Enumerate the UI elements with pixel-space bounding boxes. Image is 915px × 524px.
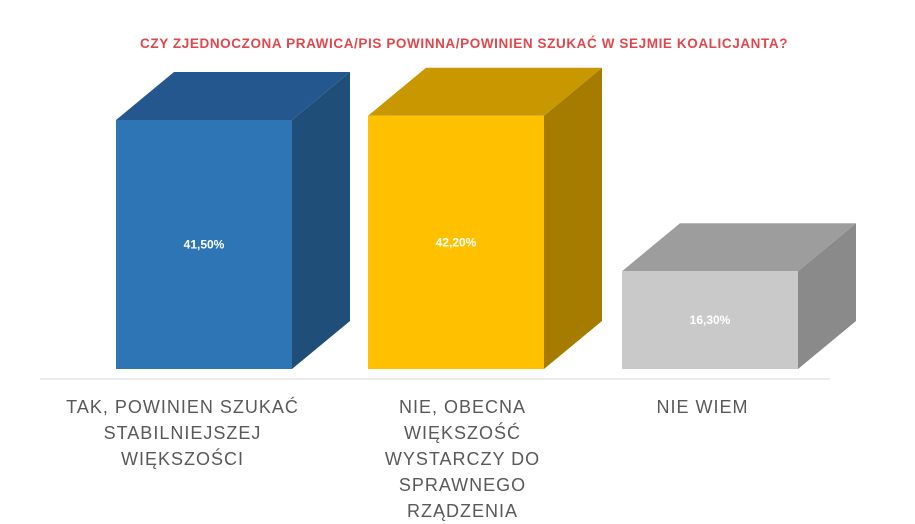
- bar-top-face: [368, 67, 602, 116]
- data-label: 41,50%: [184, 238, 225, 252]
- chart-title: CZY ZJEDNOCZONA PRAWICA/PIS POWINNA/POWI…: [140, 36, 789, 51]
- bar-3: 16,30%: [622, 223, 856, 369]
- category-label: NIE, OBECNA WIĘKSZOŚĆ WYSTARCZY DO SPRAW…: [384, 397, 541, 521]
- bar-top-face: [116, 72, 350, 120]
- bar-top-face: [622, 223, 856, 272]
- data-label: 42,20%: [436, 235, 477, 249]
- bar-1: 41,50%: [116, 72, 350, 369]
- bar-side-face: [292, 72, 350, 369]
- bars-group: 41,50% 42,20% 16,30%: [116, 67, 856, 370]
- bar-side-face: [798, 223, 856, 369]
- bar-front-face: [116, 120, 292, 369]
- bar-chart: 41,50% 42,20% 16,30%: [40, 67, 856, 380]
- bar-front-face: [622, 271, 798, 369]
- category-label: NIE WIEM: [656, 397, 749, 417]
- bar-front-face: [368, 115, 544, 369]
- data-label: 16,30%: [690, 313, 731, 327]
- category-label: TAK, POWINIEN SZUKAĆ STABILNIEJSZEJ WIĘK…: [66, 397, 299, 469]
- bar-2: 42,20%: [368, 67, 602, 370]
- bar-side-face: [544, 67, 602, 370]
